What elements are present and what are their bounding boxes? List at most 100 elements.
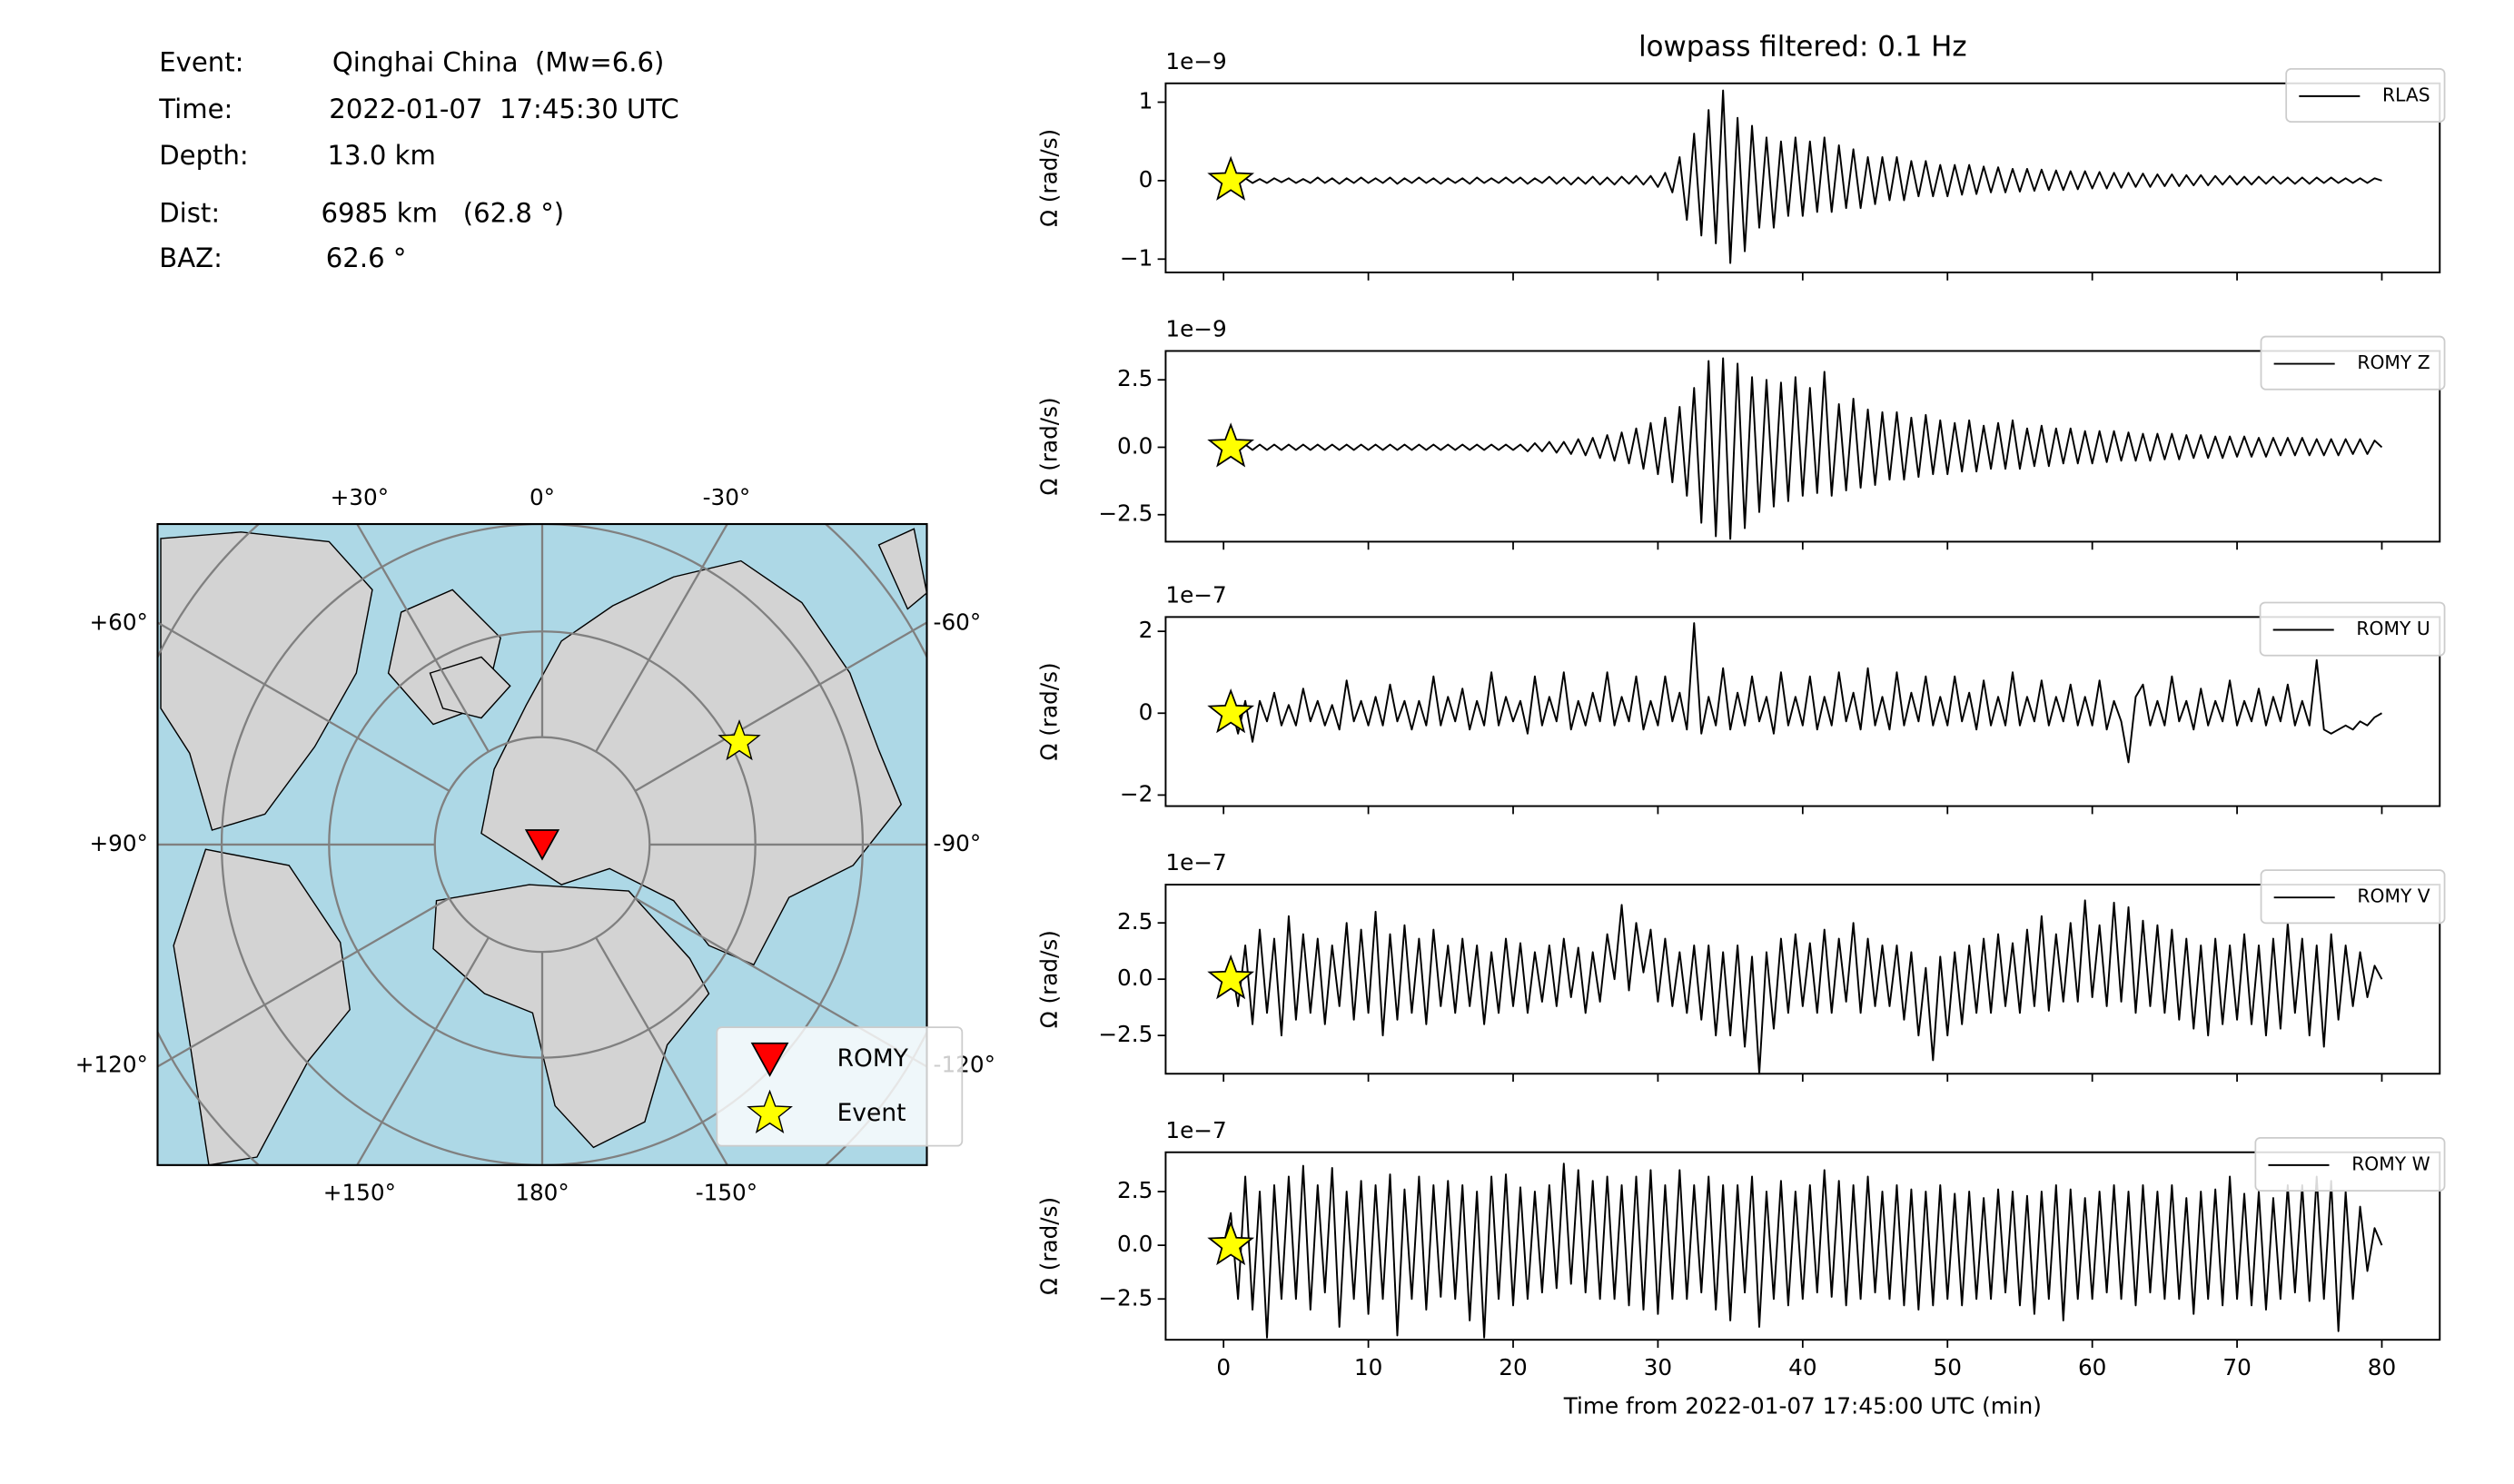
- y-tick-label: 2.5: [1117, 908, 1153, 935]
- graticule-meridian: [157, 621, 450, 792]
- event-marker: [1207, 155, 1255, 201]
- y-tick-label: −2.5: [1098, 1284, 1153, 1311]
- y-axis-label: Ω (rad/s): [1035, 397, 1062, 495]
- x-tick-label: 20: [1499, 1354, 1527, 1380]
- legend-symbol: [750, 1042, 789, 1077]
- y-tick-label: 0.0: [1117, 1231, 1153, 1257]
- waveform: [1222, 1162, 2383, 1339]
- event-marker: [1207, 954, 1255, 1000]
- y-tick-label: 1: [1139, 87, 1153, 114]
- graticule-meridian: [157, 897, 450, 1068]
- panel: −2.5 0.0 2.5 1e−9 Ω (rad/s) ROMY Z: [1035, 316, 2446, 550]
- legend-box: [2259, 601, 2446, 657]
- x-tick-label: 60: [2078, 1354, 2106, 1380]
- y-tick-label: 2: [1139, 617, 1153, 643]
- graticule-meridian: [355, 936, 490, 1165]
- legend: ROMY Z: [2260, 335, 2446, 391]
- info-key: Event:: [159, 47, 243, 78]
- legend-box: [2254, 1136, 2446, 1192]
- station-marker: [524, 829, 560, 861]
- x-tick-label: 80: [2368, 1354, 2396, 1380]
- map-label: -150°: [696, 1180, 757, 1206]
- info-key: Dist:: [159, 197, 220, 228]
- map-frame: [156, 522, 928, 1166]
- graticule-meridian: [355, 524, 490, 753]
- offset-label: 1e−9: [1165, 316, 1226, 342]
- waveform: [1222, 622, 2382, 764]
- map-label: 180°: [515, 1180, 569, 1206]
- event-info: Event: Qinghai China (Mw=6.6) Time: 2022…: [158, 47, 678, 273]
- x-tick-label: 40: [1788, 1354, 1816, 1380]
- event-location-marker: [718, 719, 761, 761]
- info-key: BAZ:: [159, 242, 223, 273]
- legend: ROMY V: [2260, 869, 2446, 925]
- legend-box: [2260, 869, 2446, 925]
- y-tick-label: 2.5: [1117, 365, 1153, 391]
- waveform: [1222, 89, 2382, 264]
- x-tick-label: 70: [2222, 1354, 2251, 1380]
- panel: −2.5 0.0 2.5 1e−7 Ω (rad/s) ROMY V: [1035, 849, 2446, 1083]
- map-label: +90°: [89, 830, 147, 856]
- graticule-meridian: [595, 936, 729, 1165]
- y-axis-label: Ω (rad/s): [1035, 1197, 1062, 1295]
- map-label: +30°: [331, 484, 389, 510]
- land: [429, 656, 511, 719]
- y-tick-label: −2: [1120, 780, 1153, 806]
- land: [480, 559, 903, 966]
- waveform: [1222, 357, 2383, 540]
- map-label: 0°: [530, 484, 555, 510]
- y-axis-label: Ω (rad/s): [1035, 129, 1062, 227]
- info-value: 6985 km (62.8 °): [321, 197, 564, 228]
- offset-label: 1e−7: [1165, 581, 1226, 608]
- info-key: Time:: [158, 94, 233, 124]
- y-axis-label: Ω (rad/s): [1035, 662, 1062, 760]
- legend: ROMY W: [2254, 1136, 2446, 1192]
- map-label: -30°: [703, 484, 751, 510]
- legend-label: ROMY U: [2356, 618, 2430, 639]
- offset-label: 1e−9: [1165, 48, 1226, 74]
- y-tick-label: 0: [1139, 698, 1153, 725]
- legend-box: [2260, 335, 2446, 391]
- legend: RLAS: [2285, 67, 2446, 123]
- x-tick-label: 30: [1644, 1354, 1672, 1380]
- legend-label: ROMY W: [2351, 1153, 2430, 1174]
- y-tick-label: −2.5: [1098, 500, 1153, 527]
- info-value: 2022-01-07 17:45:30 UTC: [329, 94, 678, 124]
- land: [432, 884, 710, 1149]
- legend-symbol: [747, 1089, 793, 1134]
- x-tick-label: 10: [1354, 1354, 1382, 1380]
- info-value: 62.6 °: [326, 242, 407, 273]
- panel: −2.5 0.0 2.5 0 10 20 30 40 50 60 70 80 1e−7 Ω (rad/s)…: [1035, 1117, 2446, 1419]
- map-label: -90°: [934, 830, 982, 856]
- event-marker: [1207, 422, 1255, 468]
- axes-frame: [1164, 82, 2441, 273]
- y-tick-label: 0: [1139, 166, 1153, 193]
- y-tick-label: 2.5: [1117, 1177, 1153, 1203]
- map: +30° 0° -30° +60° +90° +120° -60° -90° -…: [75, 484, 995, 1206]
- legend-label: ROMY: [837, 1044, 909, 1073]
- map-legend: ROMY Event: [716, 1026, 964, 1147]
- map-label: +60°: [89, 608, 147, 635]
- waveform: [1222, 899, 2383, 1075]
- graticule-meridian: [634, 897, 927, 1068]
- legend-label: Event: [837, 1099, 906, 1127]
- y-tick-label: −2.5: [1098, 1021, 1153, 1047]
- y-tick-label: 0.0: [1117, 432, 1153, 459]
- info-key: Depth:: [159, 140, 248, 171]
- map-label: -60°: [934, 608, 982, 635]
- offset-label: 1e−7: [1165, 849, 1226, 876]
- legend-label: RLAS: [2382, 84, 2430, 105]
- graticule-meridian: [595, 524, 729, 753]
- map-content: [157, 524, 927, 1165]
- land: [877, 528, 927, 610]
- legend-label: ROMY Z: [2357, 351, 2430, 373]
- legend: ROMY U: [2259, 601, 2446, 657]
- info-value: 13.0 km: [328, 140, 436, 171]
- legend-label: ROMY V: [2357, 885, 2430, 907]
- y-axis-label: Ω (rad/s): [1035, 930, 1062, 1028]
- x-tick-label: 50: [1934, 1354, 1962, 1380]
- offset-label: 1e−7: [1165, 1117, 1226, 1143]
- legend-box: [2285, 67, 2446, 123]
